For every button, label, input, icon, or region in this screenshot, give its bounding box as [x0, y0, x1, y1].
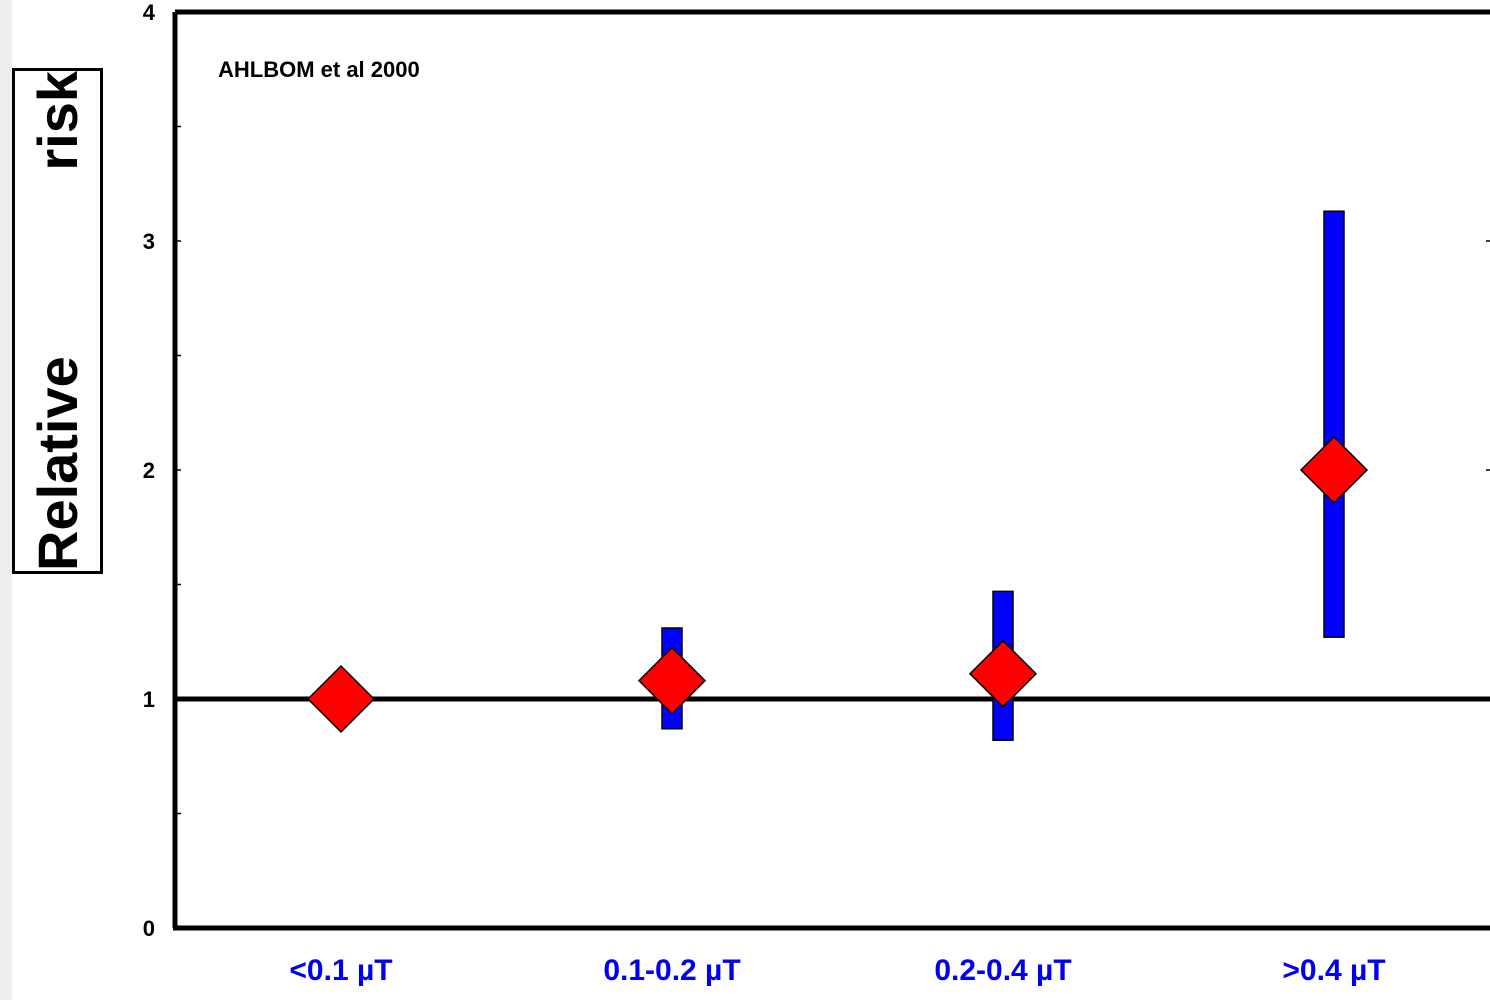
y-tick-label: 1: [143, 687, 155, 712]
left-margin: [0, 0, 12, 1000]
y-tick-label: 4: [143, 0, 156, 25]
x-tick-label: >0.4 µT: [1282, 954, 1385, 987]
x-tick-label: 0.1-0.2 µT: [603, 954, 740, 987]
y-tick-label: 2: [143, 458, 155, 483]
x-tick-label: <0.1 µT: [289, 954, 392, 987]
point-marker: [968, 639, 1038, 708]
error-bar: [1323, 210, 1345, 638]
y-axis-label-box: Relative risk: [12, 68, 103, 574]
point-marker: [637, 646, 707, 715]
plot-layer: 0 1 2 3 4 <0.1 µT 0.1-0.2 µT 0.2-0.4 µT >0.4 µT: [143, 0, 1490, 987]
y-tick-label: 3: [143, 229, 155, 254]
x-tick-label: 0.2-0.4 µT: [934, 954, 1071, 987]
y-tick-label: 0: [143, 916, 155, 941]
point-marker: [1299, 435, 1369, 505]
chart-annotation: AHLBOM et al 2000: [218, 57, 420, 82]
point-marker: [306, 664, 376, 734]
